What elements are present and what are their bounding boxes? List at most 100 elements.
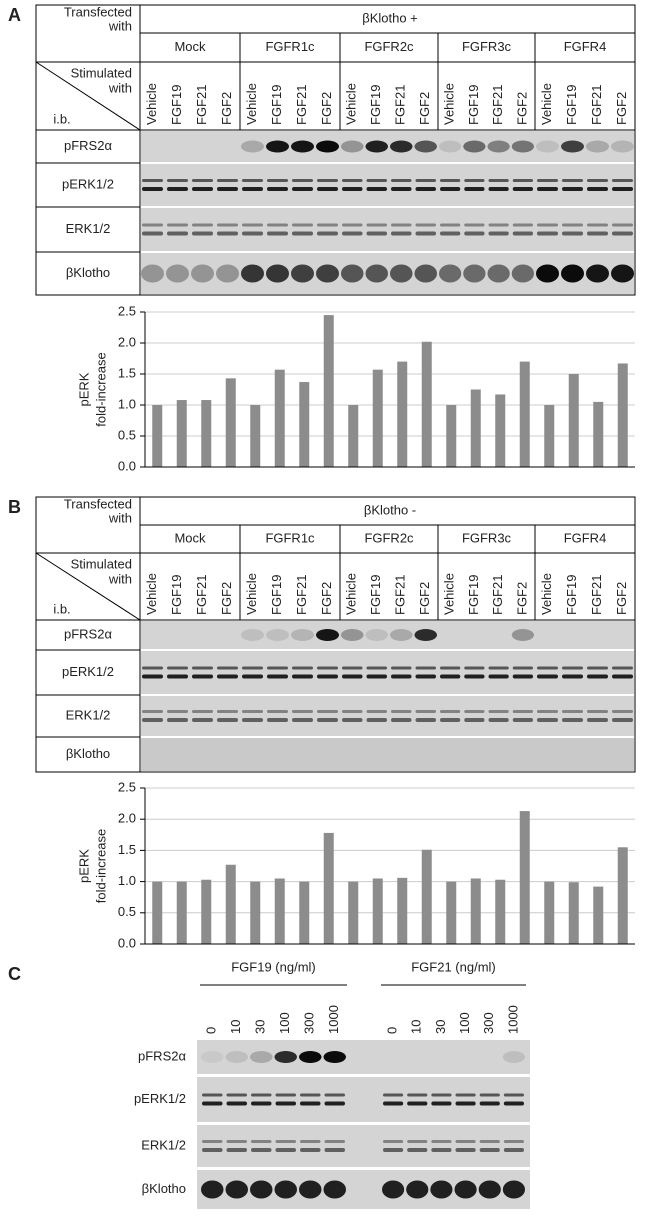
group-label: FGFR2c — [364, 530, 414, 545]
blot-band — [291, 264, 314, 283]
blot-band — [274, 1180, 297, 1199]
blot-label: ERK1/2 — [141, 1137, 186, 1152]
blot-band — [141, 264, 164, 283]
bar — [617, 847, 628, 944]
header-label: Stimulated — [71, 65, 132, 80]
blot-band — [317, 666, 338, 670]
blot-band — [292, 674, 313, 679]
bar — [421, 849, 432, 944]
blot-band — [414, 264, 437, 283]
blot-band — [217, 231, 238, 236]
dose-label: 10 — [409, 1020, 424, 1034]
dose-label: 1000 — [505, 1005, 520, 1034]
y-tick-label: 0.0 — [118, 458, 136, 473]
blot-band — [366, 718, 387, 722]
blot-band — [440, 223, 461, 227]
blot-band — [512, 710, 533, 713]
bar — [593, 886, 604, 944]
blot-band — [391, 231, 412, 236]
blot-band — [479, 1148, 500, 1152]
blot-band — [299, 1180, 322, 1199]
blot-band — [217, 674, 238, 679]
lane-label: Vehicle — [244, 83, 259, 125]
blot-band — [537, 666, 558, 670]
blot-band — [275, 1093, 296, 1097]
bar — [152, 881, 163, 944]
blot-band — [537, 231, 558, 236]
y-tick-label: 2.5 — [118, 779, 136, 794]
lane-label: FGF21 — [194, 575, 209, 615]
blot-image — [141, 164, 634, 206]
lane-label: Vehicle — [539, 83, 554, 125]
blot-band — [390, 264, 413, 283]
lane-label: Vehicle — [442, 83, 457, 125]
lane-label: Vehicle — [144, 573, 159, 615]
blot-band — [365, 264, 388, 283]
blot-band — [267, 718, 288, 722]
blot-band — [431, 1101, 452, 1106]
blot-band — [274, 1051, 297, 1063]
blot-band — [488, 223, 509, 227]
lane-label: FGF19 — [169, 85, 184, 125]
blot-band — [382, 1180, 405, 1199]
blot-band — [537, 718, 558, 722]
header-label: Stimulated — [71, 556, 132, 571]
blot-band — [488, 179, 509, 182]
group-label: FGFR3c — [462, 530, 512, 545]
blot-band — [488, 710, 509, 713]
blot-band — [390, 140, 413, 153]
blot-band — [226, 1140, 247, 1143]
blot-band — [586, 140, 609, 153]
bar — [470, 878, 481, 944]
dose-label: 30 — [433, 1020, 448, 1034]
header-label: Transfected — [64, 496, 132, 511]
condition: βKlotho + — [362, 10, 418, 25]
blot-band — [217, 718, 238, 722]
blot-band — [300, 1093, 321, 1097]
group-label: FGF19 (ng/ml) — [231, 959, 316, 974]
blot-band — [342, 179, 363, 182]
blot-band — [342, 231, 363, 236]
blot-band — [242, 674, 263, 679]
blot-band — [142, 718, 163, 722]
blot-band — [479, 1093, 500, 1097]
blot-band — [167, 223, 188, 227]
blot-band — [250, 1180, 273, 1199]
blot-band — [415, 710, 436, 713]
blot-band — [536, 264, 559, 283]
y-tick-label: 0.0 — [118, 935, 136, 950]
blot-band — [407, 1140, 428, 1143]
blot-image — [197, 1125, 530, 1167]
blot-label: βKlotho — [66, 746, 110, 761]
blot-band — [464, 187, 485, 191]
blot-band — [612, 179, 633, 182]
bar — [421, 341, 432, 467]
bar — [299, 382, 310, 467]
blot-band — [612, 187, 633, 191]
lane-label: FGF2 — [319, 92, 334, 125]
header-label: with — [108, 510, 132, 525]
blot-band — [587, 666, 608, 670]
lane-label: FGF2 — [417, 582, 432, 615]
blot-band — [192, 223, 213, 227]
blot-band — [587, 718, 608, 722]
blot-band — [167, 187, 188, 191]
blot-band — [464, 674, 485, 679]
blot-band — [316, 264, 339, 283]
blot-band — [478, 1180, 501, 1199]
blot-band — [562, 718, 583, 722]
blot-band — [488, 674, 509, 679]
y-tick-label: 2.5 — [118, 303, 136, 318]
blot-band — [383, 1148, 404, 1152]
blot-band — [587, 179, 608, 182]
blot-band — [561, 140, 584, 153]
y-axis-label: fold-increase — [93, 352, 108, 426]
blot-band — [487, 140, 510, 153]
blot-band — [167, 179, 188, 182]
blot-band — [342, 710, 363, 713]
condition: βKlotho - — [364, 502, 416, 517]
blot-band — [391, 718, 412, 722]
header-label: Transfected — [64, 4, 132, 19]
panel-label: A — [8, 5, 21, 25]
